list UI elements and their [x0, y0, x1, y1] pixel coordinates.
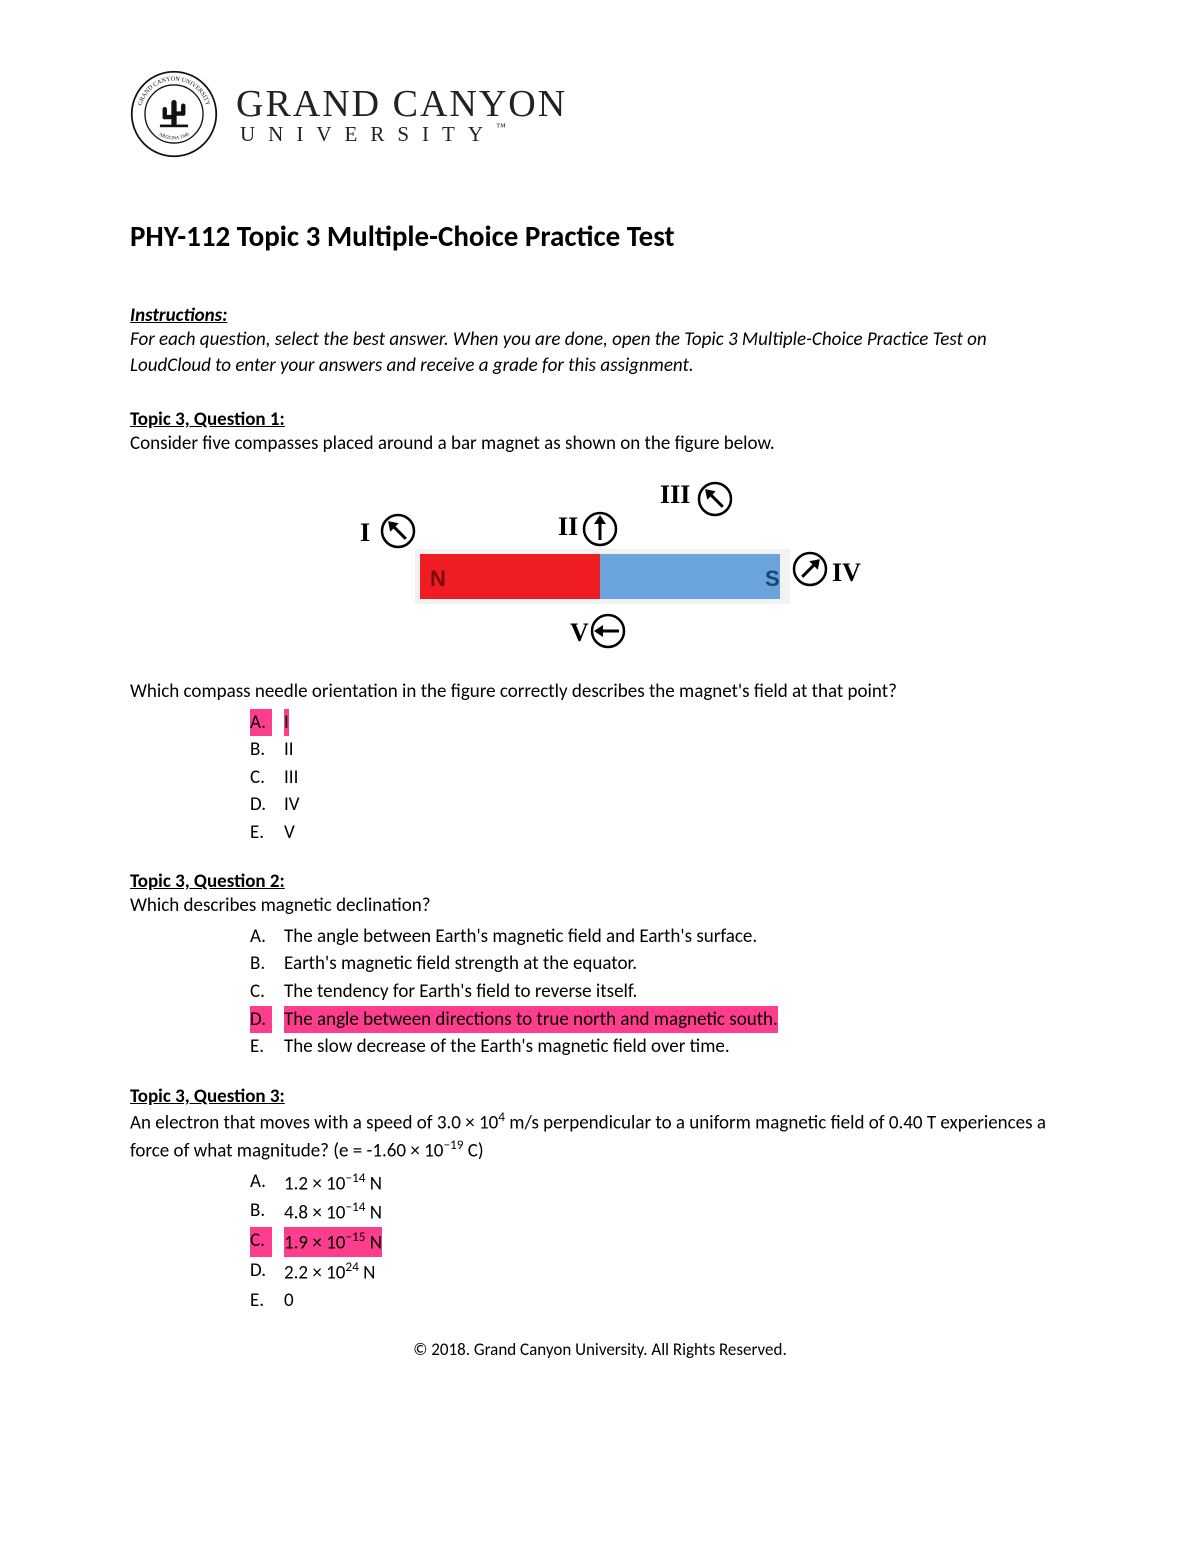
choice-letter: B. — [250, 950, 272, 978]
svg-text:V: V — [570, 618, 589, 647]
university-name: GRAND CANYON — [236, 82, 567, 126]
answer-choice[interactable]: B. 4.8 × 10−14 N — [250, 1197, 1070, 1227]
choice-letter: E. — [250, 819, 272, 847]
svg-text:I: I — [360, 518, 370, 547]
choice-list: A. I B. II C. III D. IV E. V — [250, 709, 1070, 847]
choice-text: 4.8 × 10−14 N — [284, 1197, 382, 1227]
choice-text: 1.9 × 10−15 N — [284, 1227, 382, 1257]
choice-letter: D. — [250, 1006, 272, 1034]
choice-list: A. The angle between Earth's magnetic fie… — [250, 923, 1070, 1061]
answer-choice[interactable]: E. V — [250, 819, 1070, 847]
choice-text: III — [284, 764, 298, 792]
copyright-footer: © 2018. Grand Canyon University. All Rig… — [130, 1339, 1070, 1360]
choice-letter: D. — [250, 1257, 272, 1287]
choice-text: 0 — [284, 1287, 294, 1315]
answer-choice[interactable]: D. 2.2 × 1024 N — [250, 1257, 1070, 1287]
answer-choice[interactable]: C. 1.9 × 10−15 N — [250, 1227, 1070, 1257]
question-3: Topic 3, Question 3: An electron that mo… — [130, 1085, 1070, 1315]
university-seal-icon: GRAND CANYON UNIVERSITY ARIZONA 1949 — [130, 70, 218, 158]
choice-letter: D. — [250, 791, 272, 819]
answer-choice[interactable]: A. 1.2 × 10−14 N — [250, 1168, 1070, 1198]
question-heading: Topic 3, Question 3: — [130, 1085, 1070, 1108]
choice-letter: E. — [250, 1287, 272, 1315]
svg-text:II: II — [558, 512, 578, 541]
university-header: GRAND CANYON UNIVERSITY ARIZONA 1949 GRA… — [130, 70, 1070, 158]
choice-text: The tendency for Earth's field to revers… — [284, 978, 637, 1006]
university-subtitle: UNIVERSITY™ — [240, 122, 567, 147]
choice-letter: B. — [250, 1197, 272, 1227]
answer-choice[interactable]: D. IV — [250, 791, 1070, 819]
svg-text:IV: IV — [832, 558, 861, 587]
answer-choice[interactable]: C. The tendency for Earth's field to reve… — [250, 978, 1070, 1006]
choice-letter: C. — [250, 1227, 272, 1257]
choice-letter: A. — [250, 923, 272, 951]
choice-text: The slow decrease of the Earth's magneti… — [284, 1033, 730, 1061]
answer-choice[interactable]: E. 0 — [250, 1287, 1070, 1315]
choice-letter: C. — [250, 978, 272, 1006]
answer-choice[interactable]: D. The angle between directions to true n… — [250, 1006, 1070, 1034]
answer-choice[interactable]: C. III — [250, 764, 1070, 792]
choice-text: V — [284, 819, 295, 847]
choice-text: 1.2 × 10−14 N — [284, 1168, 382, 1198]
instructions-block: Instructions: For each question, select … — [130, 304, 1070, 378]
question-2: Topic 3, Question 2: Which describes mag… — [130, 870, 1070, 1060]
choice-text: IV — [284, 791, 300, 819]
answer-choice[interactable]: B. II — [250, 736, 1070, 764]
question-1: Topic 3, Question 1: Consider five compa… — [130, 408, 1070, 846]
choice-letter: A. — [250, 709, 272, 737]
choice-text: II — [284, 736, 294, 764]
choice-text: I — [284, 709, 289, 737]
choice-letter: A. — [250, 1168, 272, 1198]
answer-choice[interactable]: B. Earth's magnetic field strength at the… — [250, 950, 1070, 978]
choice-list: A. 1.2 × 10−14 N B. 4.8 × 10−14 N C. 1.9 × 10… — [250, 1168, 1070, 1315]
svg-text:N: N — [430, 566, 446, 591]
answer-choice[interactable]: E. The slow decrease of the Earth's magne… — [250, 1033, 1070, 1061]
page-title: PHY-112 Topic 3 Multiple-Choice Practice… — [130, 218, 1070, 254]
answer-choice[interactable]: A. I — [250, 709, 1070, 737]
choice-letter: E. — [250, 1033, 272, 1061]
question-prompt: Consider five compasses placed around a … — [130, 431, 1070, 457]
question-heading: Topic 3, Question 2: — [130, 870, 1070, 893]
question-prompt-after: Which compass needle orientation in the … — [130, 679, 1070, 705]
choice-text: Earth's magnetic field strength at the e… — [284, 950, 637, 978]
choice-text: The angle between directions to true nor… — [284, 1006, 778, 1034]
question-prompt: An electron that moves with a speed of 3… — [130, 1108, 1070, 1164]
question-prompt: Which describes magnetic declination? — [130, 893, 1070, 919]
svg-text:III: III — [660, 480, 690, 509]
answer-choice[interactable]: A. The angle between Earth's magnetic fie… — [250, 923, 1070, 951]
choice-text: 2.2 × 1024 N — [284, 1257, 375, 1287]
instructions-label: Instructions: — [130, 304, 1070, 327]
bar-magnet-figure: N S I II III IV — [130, 469, 1070, 669]
choice-letter: B. — [250, 736, 272, 764]
choice-letter: C. — [250, 764, 272, 792]
instructions-text: For each question, select the best answe… — [130, 327, 1070, 378]
choice-text: The angle between Earth's magnetic field… — [284, 923, 757, 951]
question-heading: Topic 3, Question 1: — [130, 408, 1070, 431]
svg-text:S: S — [765, 566, 780, 591]
